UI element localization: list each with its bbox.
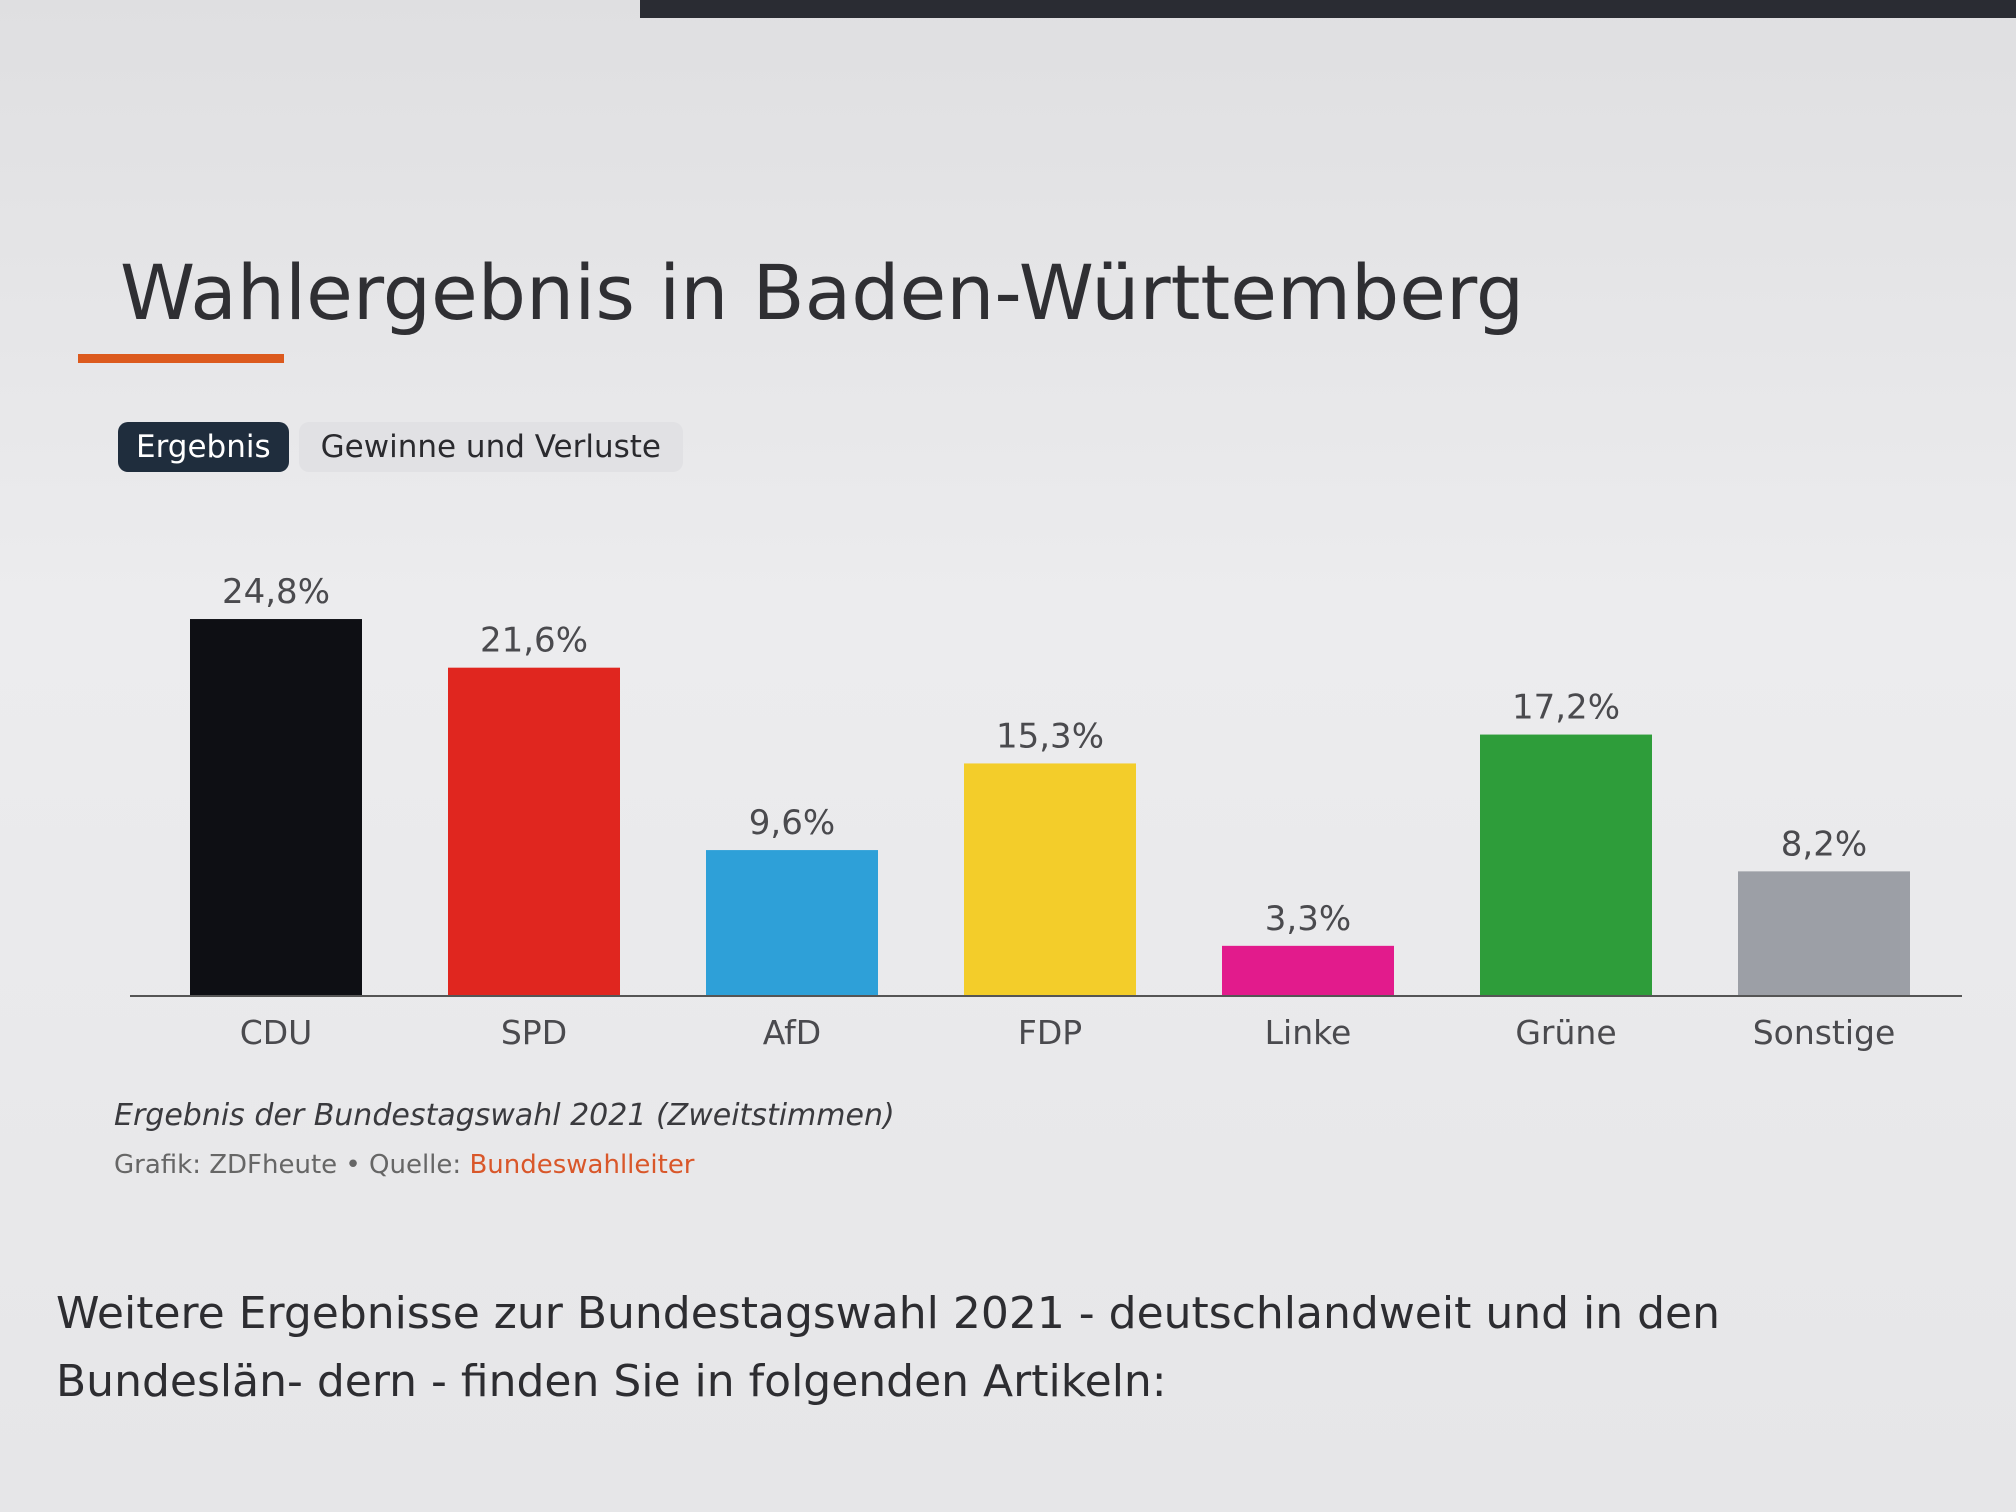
top-bar (640, 0, 2016, 18)
value-label-linke: 3,3% (1265, 899, 1351, 939)
source-link[interactable]: Bundeswahlleiter (469, 1150, 695, 1180)
tick-label-cdu: CDU (240, 1013, 313, 1052)
chart-title: Wahlergebnis in Baden-Württemberg (120, 248, 1525, 337)
bar-fdp (964, 763, 1136, 996)
bar-chart: 24,8% CDU 21,6% SPD 9,6% AfD 15,3% FDP 3,3% Linke… (130, 572, 1962, 1052)
chart-source: Grafik: ZDFheute • Quelle: Bundeswahllei… (114, 1150, 695, 1180)
bar-linke (1222, 945, 1394, 996)
bar-spd (448, 667, 620, 996)
bar-afd (706, 850, 878, 996)
chart-tabs: Ergebnis Gewinne und Verluste (118, 422, 684, 472)
value-label-afd: 9,6% (749, 803, 835, 843)
tick-label-afd: AfD (763, 1013, 821, 1052)
source-prefix: Grafik: ZDFheute • Quelle: (114, 1150, 470, 1180)
value-label-cdu: 24,8% (222, 572, 330, 612)
tick-label-grüne: Grüne (1515, 1013, 1616, 1052)
bar-sonstige (1738, 871, 1910, 996)
value-label-fdp: 15,3% (996, 716, 1104, 756)
article-paragraph: Weitere Ergebnisse zur Bundestagswahl 20… (56, 1288, 1721, 1407)
bar-grüne (1480, 734, 1652, 996)
value-label-sonstige: 8,2% (1781, 824, 1867, 864)
bar-cdu (190, 619, 362, 996)
tick-label-sonstige: Sonstige (1753, 1013, 1896, 1052)
value-label-spd: 21,6% (480, 621, 588, 661)
tab-gewinne-und-verluste[interactable]: Gewinne und Verluste (298, 422, 684, 472)
value-label-grüne: 17,2% (1512, 688, 1620, 728)
tick-label-linke: Linke (1265, 1013, 1352, 1052)
title-underline (78, 354, 284, 363)
tab-ergebnis[interactable]: Ergebnis (118, 422, 289, 472)
tick-label-spd: SPD (501, 1013, 567, 1052)
chart-caption: Ergebnis der Bundestagswahl 2021 (Zweits… (114, 1098, 895, 1133)
tick-label-fdp: FDP (1018, 1013, 1082, 1052)
